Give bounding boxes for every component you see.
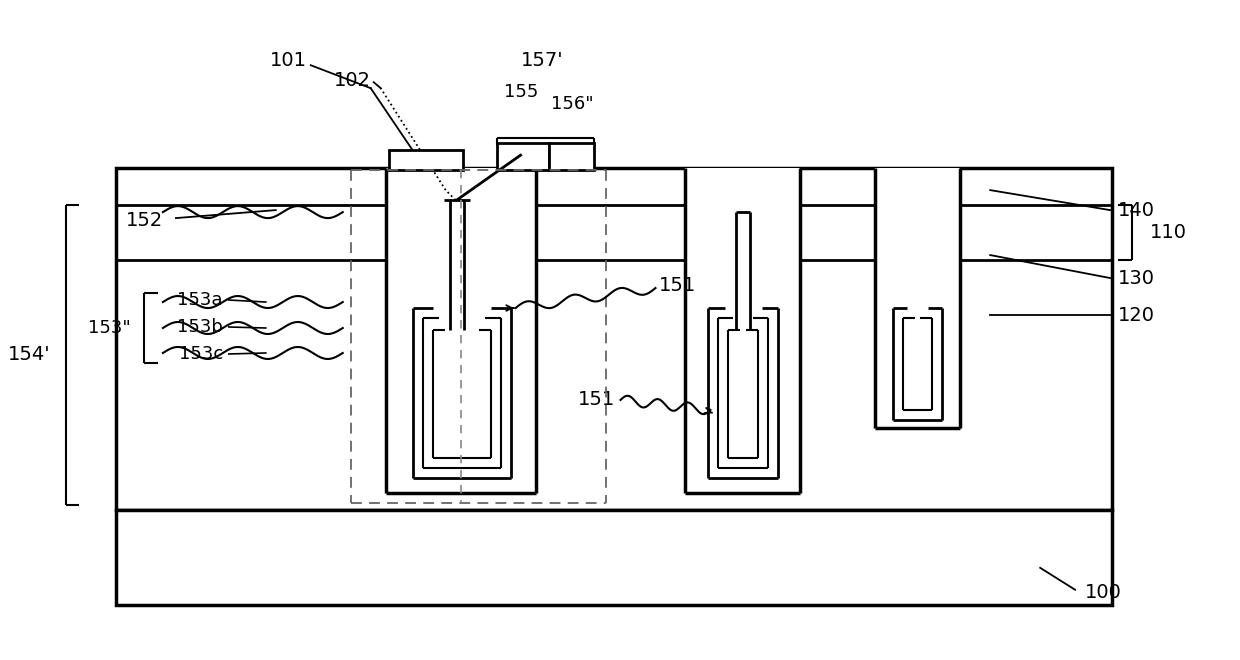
Text: 102: 102 — [334, 71, 371, 90]
Text: 153b: 153b — [177, 318, 223, 336]
Bar — [386, 168, 536, 493]
Text: 154': 154' — [9, 345, 51, 364]
Text: 157': 157' — [521, 51, 564, 70]
Text: 100: 100 — [1085, 583, 1122, 603]
Text: 155: 155 — [505, 83, 539, 101]
Text: 153": 153" — [88, 319, 131, 337]
Text: 151: 151 — [578, 391, 615, 409]
Text: 156": 156" — [552, 95, 594, 113]
Text: 153a: 153a — [177, 291, 223, 309]
Bar — [388, 150, 463, 170]
Bar — [875, 168, 960, 428]
Text: 153c: 153c — [179, 345, 223, 363]
Text: 151: 151 — [658, 275, 696, 294]
Text: 101: 101 — [270, 51, 306, 70]
Text: 110: 110 — [1149, 222, 1187, 242]
Bar — [548, 143, 594, 170]
Text: 130: 130 — [1118, 269, 1156, 288]
Bar — [686, 168, 800, 493]
Bar — [496, 143, 548, 170]
Text: 120: 120 — [1118, 306, 1156, 325]
Text: 152: 152 — [125, 211, 162, 230]
Bar — [115, 168, 1112, 510]
Text: 140: 140 — [1118, 201, 1156, 220]
Bar — [115, 510, 1112, 605]
